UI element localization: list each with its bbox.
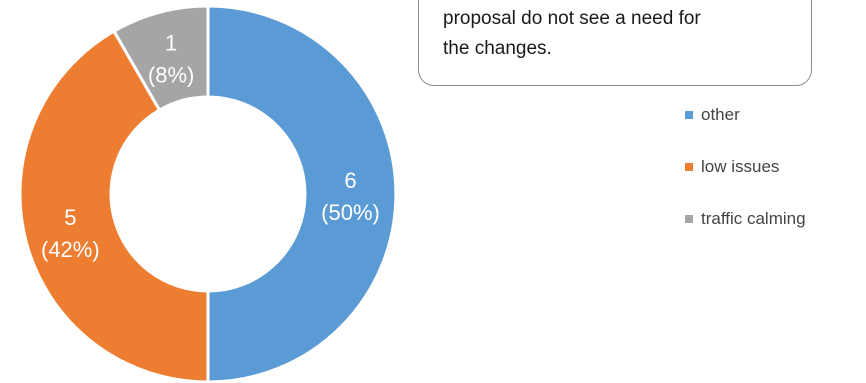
callout-box: proposal do not see a need for the chang…: [418, 0, 812, 86]
labels-group: 6 (50%) 5 (42%) 1 (8%): [41, 30, 380, 262]
callout-line-1: proposal do not see a need for: [443, 8, 701, 29]
legend-swatch-traffic-calming: [685, 215, 693, 223]
slice-value-label-low-issues: 5: [64, 205, 76, 230]
donut-slice-other: [206, 4, 398, 383]
legend-swatch-other: [685, 111, 693, 119]
slice-percent-label-low-issues: (42%): [41, 237, 100, 262]
legend-item-traffic-calming: traffic calming: [685, 206, 806, 232]
legend-item-other: other: [685, 102, 806, 128]
donut-slice-traffic-calming: [111, 4, 210, 113]
callout-text: proposal do not see a need for the chang…: [443, 4, 803, 64]
donut-slice-low-issues: [18, 29, 210, 383]
slice-percent-label-traffic-calming: (8%): [148, 62, 194, 87]
slice-value-label-traffic-calming: 1: [165, 30, 177, 55]
legend-label-traffic-calming: traffic calming: [701, 209, 806, 228]
legend: other low issues traffic calming: [685, 102, 806, 258]
legend-swatch-low-issues: [685, 163, 693, 171]
legend-label-low-issues: low issues: [701, 157, 780, 176]
callout-line-2: the changes.: [443, 38, 552, 59]
legend-label-other: other: [701, 105, 740, 124]
slices-group: [18, 4, 398, 383]
slice-value-label-other: 6: [344, 168, 356, 193]
slice-percent-label-other: (50%): [321, 200, 380, 225]
legend-item-low-issues: low issues: [685, 154, 806, 180]
